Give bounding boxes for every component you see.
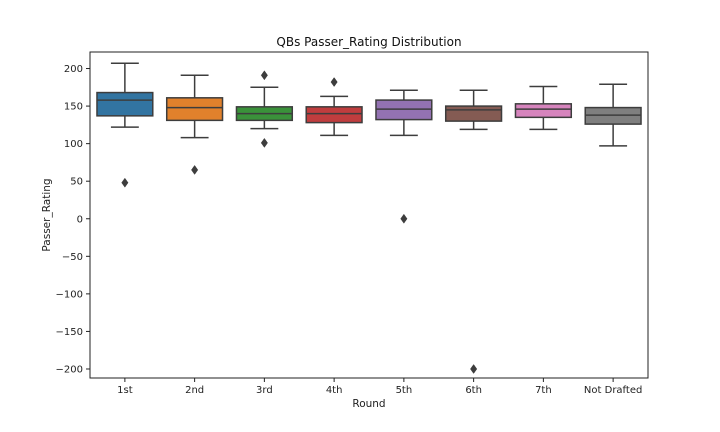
box-group [96, 62, 154, 188]
x-tick-label: 6th [465, 385, 482, 396]
x-axis: 1st 2nd 3rd 4th 5th 6th 7th Not Drafted [117, 378, 642, 396]
y-tick-label: 50 [70, 177, 83, 188]
x-axis-label: Round [352, 398, 385, 410]
y-tick-label: 200 [64, 64, 83, 75]
x-tick-label: 2nd [185, 385, 204, 396]
y-tick-label: 0 [77, 214, 83, 225]
outlier-point [121, 177, 129, 188]
x-tick-label: 5th [396, 385, 413, 396]
outlier-point [470, 364, 478, 374]
outlier-point [260, 137, 268, 148]
iqr-box [514, 103, 573, 119]
outlier-point [260, 70, 268, 81]
x-tick-label: 7th [535, 385, 552, 396]
chart-title: QBs Passer_Rating Distribution [276, 35, 461, 49]
iqr-box [584, 106, 642, 125]
outlier-point [330, 77, 338, 87]
x-tick-label: 3rd [256, 385, 273, 396]
y-tick-label: 100 [64, 139, 83, 150]
box-group [584, 83, 642, 147]
box-group [375, 89, 433, 224]
y-tick-label: −200 [56, 364, 83, 375]
x-tick-label: Not Drafted [584, 385, 642, 396]
iqr-box [305, 106, 363, 124]
y-tick-label: −50 [62, 252, 83, 263]
box-group [235, 70, 294, 148]
y-axis-label: Passer_Rating [41, 178, 53, 251]
x-tick-label: 1st [117, 385, 133, 396]
outlier-point [400, 213, 408, 224]
box-group [305, 77, 363, 137]
y-tick-label: 150 [64, 102, 83, 113]
y-tick-label: −100 [56, 289, 83, 300]
plot-frame [89, 51, 649, 379]
iqr-box [96, 91, 154, 117]
outlier-point [191, 164, 199, 175]
iqr-box [165, 97, 224, 122]
y-axis: −200 −150 −100 −50 0 50 100 150 200 [56, 64, 90, 375]
iqr-box [444, 105, 503, 122]
plot-area [96, 62, 642, 374]
x-tick-label: 4th [326, 385, 343, 396]
y-tick-label: −150 [56, 327, 83, 338]
box-group [444, 89, 503, 374]
box-group [514, 85, 573, 131]
iqr-box [375, 99, 433, 121]
box-group [165, 74, 224, 175]
